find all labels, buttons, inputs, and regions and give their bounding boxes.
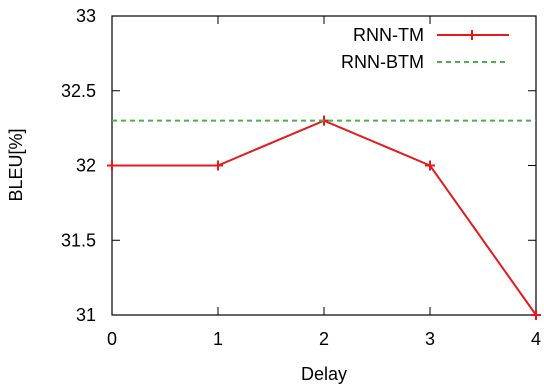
x-tick-label: 2 bbox=[319, 329, 329, 349]
y-tick-label: 33 bbox=[76, 6, 96, 26]
data-point-rnn-tm bbox=[531, 310, 541, 320]
series-layer bbox=[107, 115, 541, 320]
x-tick-label: 4 bbox=[531, 329, 541, 349]
x-tick-label: 1 bbox=[213, 329, 223, 349]
data-point-rnn-tm bbox=[425, 160, 435, 171]
x-tick-label: 0 bbox=[107, 329, 117, 349]
legend-label-rnn-btm: RNN-BTM bbox=[341, 52, 424, 72]
x-axis-label: Delay bbox=[301, 364, 347, 384]
tick-labels: 0 1 2 3 4 31 31.5 32 32.5 33 bbox=[61, 6, 541, 349]
x-tick-label: 3 bbox=[425, 329, 435, 349]
legend: RNN-TM RNN-BTM bbox=[341, 25, 509, 72]
y-tick-label: 32.5 bbox=[61, 81, 96, 101]
legend-marker-rnn-tm bbox=[467, 30, 477, 40]
y-tick-label: 31 bbox=[76, 305, 96, 325]
y-axis-label: BLEU[%] bbox=[6, 128, 26, 201]
data-point-rnn-tm bbox=[213, 160, 223, 171]
y-tick-label: 31.5 bbox=[61, 230, 96, 250]
data-point-rnn-tm bbox=[107, 160, 117, 171]
series-line-rnn-tm bbox=[112, 119, 537, 316]
y-tick-label: 32 bbox=[76, 156, 96, 176]
legend-label-rnn-tm: RNN-TM bbox=[353, 25, 424, 45]
